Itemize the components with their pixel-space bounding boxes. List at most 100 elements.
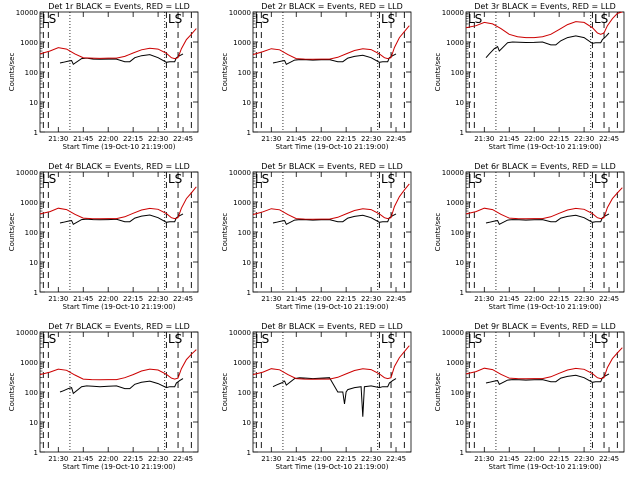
y-axis-label: Counts/sec: [8, 373, 16, 412]
x-tick-label: 22:45: [173, 135, 193, 143]
chart-title: Det 5r BLACK = Events, RED = LLD: [261, 162, 403, 171]
x-tick-label: 21:30: [261, 295, 281, 303]
ls-annotation: LS: [381, 332, 395, 346]
x-tick-label: 21:45: [499, 455, 519, 463]
y-tick-label: 10: [242, 259, 251, 267]
y-tick-label: 1000: [233, 199, 251, 207]
y-axis-label: Counts/sec: [8, 213, 16, 252]
x-tick-label: 21:30: [48, 135, 68, 143]
y-tick-label: 100: [451, 229, 464, 237]
x-axis-label: Start Time (19-Oct-10 21:19:00): [63, 303, 176, 311]
x-tick-label: 22:30: [361, 455, 381, 463]
ls-annotation: LS: [255, 12, 269, 26]
lld-series-line: [252, 183, 410, 220]
lld-series-line: [39, 186, 197, 220]
panel-9: Det 9r BLACK = Events, RED = LLD 1 10 100 10…: [434, 322, 625, 471]
x-tick-label: 22:15: [549, 295, 569, 303]
y-tick-label: 1: [34, 449, 38, 457]
y-tick-label: 1000: [446, 359, 464, 367]
x-tick-label: 21:45: [73, 135, 93, 143]
y-axis-label: Counts/sec: [221, 53, 229, 92]
x-tick-label: 22:30: [148, 455, 168, 463]
x-tick-label: 21:45: [286, 135, 306, 143]
panel-4: Det 4r BLACK = Events, RED = LLD 1 10 100 10…: [8, 162, 199, 311]
chart-title: Det 1r BLACK = Events, RED = LLD: [48, 2, 190, 11]
y-tick-label: 1: [34, 129, 38, 137]
ls-annotation: LS: [42, 172, 56, 186]
x-tick-label: 22:30: [574, 455, 594, 463]
x-tick-label: 22:00: [311, 295, 331, 303]
events-series-line: [485, 373, 610, 385]
panel-1: Det 1r BLACK = Events, RED = LLD 1 10 100 10…: [8, 2, 199, 151]
y-tick-label: 10000: [16, 169, 38, 177]
x-tick-label: 21:30: [474, 135, 494, 143]
y-tick-label: 10: [455, 419, 464, 427]
events-series-line: [272, 213, 397, 225]
x-axis-label: Start Time (19-Oct-10 21:19:00): [276, 303, 389, 311]
x-axis-label: Start Time (19-Oct-10 21:19:00): [276, 463, 389, 471]
x-tick-label: 21:45: [286, 295, 306, 303]
y-tick-label: 100: [451, 69, 464, 77]
y-tick-label: 10000: [229, 9, 251, 17]
y-tick-label: 100: [451, 389, 464, 397]
events-series-line: [59, 378, 184, 395]
x-tick-label: 22:15: [549, 135, 569, 143]
x-tick-label: 22:30: [361, 135, 381, 143]
x-tick-label: 22:00: [524, 295, 544, 303]
events-series-line: [272, 377, 397, 417]
y-tick-label: 100: [25, 69, 38, 77]
x-tick-label: 22:45: [386, 295, 406, 303]
x-tick-label: 21:45: [499, 135, 519, 143]
ls-annotation: LS: [381, 172, 395, 186]
x-tick-label: 22:45: [386, 135, 406, 143]
x-tick-label: 22:15: [123, 135, 143, 143]
y-axis-label: Counts/sec: [8, 53, 16, 92]
ls-annotation: LS: [168, 332, 182, 346]
x-tick-label: 21:30: [261, 135, 281, 143]
y-tick-label: 1000: [446, 199, 464, 207]
x-tick-label: 21:45: [286, 455, 306, 463]
x-tick-label: 22:00: [98, 295, 118, 303]
x-tick-label: 22:45: [173, 455, 193, 463]
x-tick-label: 22:15: [336, 135, 356, 143]
panel-2: Det 2r BLACK = Events, RED = LLD 1 10 100 10…: [221, 2, 412, 151]
y-tick-label: 10: [29, 99, 38, 107]
y-tick-label: 1000: [233, 39, 251, 47]
x-tick-label: 22:00: [98, 455, 118, 463]
chart-title: Det 9r BLACK = Events, RED = LLD: [474, 322, 616, 331]
lld-series-line: [39, 28, 197, 60]
events-series-line: [485, 213, 610, 225]
lld-series-line: [39, 349, 197, 381]
y-tick-label: 10000: [229, 329, 251, 337]
x-axis-label: Start Time (19-Oct-10 21:19:00): [276, 143, 389, 151]
x-tick-label: 22:15: [123, 295, 143, 303]
panel-5: Det 5r BLACK = Events, RED = LLD 1 10 100 10…: [221, 162, 412, 311]
ls-annotation: LS: [42, 332, 56, 346]
y-tick-label: 10: [455, 99, 464, 107]
ls-annotation: LS: [468, 172, 482, 186]
y-axis-label: Counts/sec: [221, 373, 229, 412]
x-tick-label: 21:45: [499, 295, 519, 303]
y-tick-label: 10000: [442, 169, 464, 177]
x-tick-label: 22:00: [524, 455, 544, 463]
ls-annotation: LS: [381, 12, 395, 26]
y-tick-label: 100: [25, 389, 38, 397]
events-series-line: [59, 213, 184, 226]
y-tick-label: 1: [247, 289, 251, 297]
x-tick-label: 22:30: [574, 135, 594, 143]
x-tick-label: 22:45: [173, 295, 193, 303]
y-tick-label: 1: [460, 289, 464, 297]
x-tick-label: 21:30: [474, 455, 494, 463]
ls-annotation: LS: [594, 172, 608, 186]
y-tick-label: 10: [455, 259, 464, 267]
x-tick-label: 21:30: [261, 455, 281, 463]
ls-annotation: LS: [168, 12, 182, 26]
x-tick-label: 21:30: [474, 295, 494, 303]
chart-title: Det 7r BLACK = Events, RED = LLD: [48, 322, 190, 331]
x-tick-label: 22:45: [599, 135, 619, 143]
y-tick-label: 100: [238, 229, 251, 237]
lld-series-line: [465, 187, 623, 220]
y-axis-label: Counts/sec: [221, 213, 229, 252]
x-tick-label: 21:45: [73, 295, 93, 303]
